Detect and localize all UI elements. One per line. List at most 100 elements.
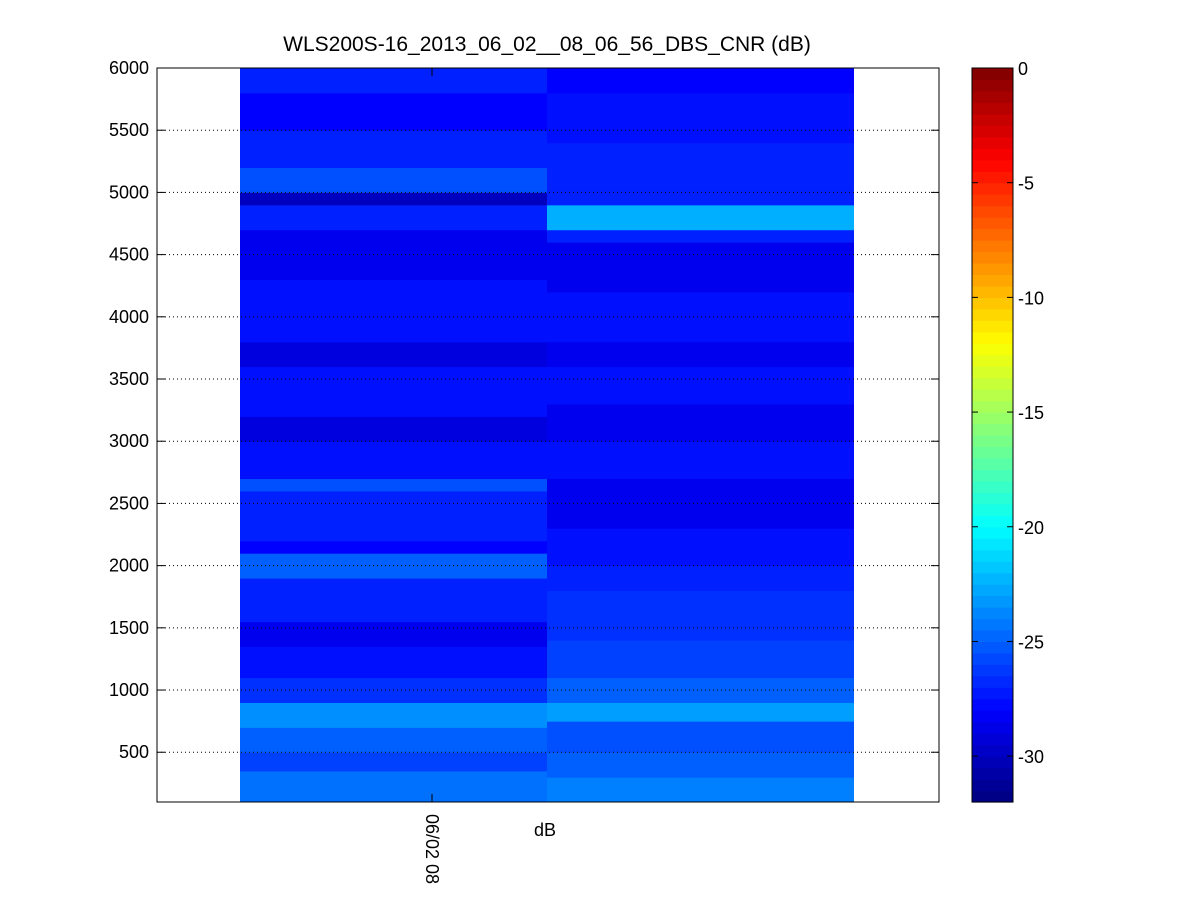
- heatmap-cell: [547, 590, 854, 641]
- heatmap-cell: [547, 777, 854, 803]
- heatmap-cell: [547, 403, 854, 442]
- colorbar-tick-label: -10: [1018, 288, 1044, 308]
- heatmap-cell: [240, 204, 547, 231]
- x-axis: 06/02 08 dB: [422, 68, 556, 884]
- heatmap-cell: [240, 279, 547, 343]
- heatmap-cell: [240, 366, 547, 417]
- heatmap-cell: [240, 702, 547, 728]
- heatmap-cell: [547, 752, 854, 778]
- heatmap-cell: [547, 92, 854, 144]
- heatmap-cells: [240, 68, 854, 803]
- heatmap-cell: [240, 621, 547, 647]
- y-tick-label: 2500: [109, 493, 149, 513]
- y-tick-label: 4000: [109, 307, 149, 327]
- colorbar-swatch: [972, 366, 1013, 379]
- heatmap-cell: [240, 646, 547, 679]
- heatmap-cell: [240, 727, 547, 753]
- colorbar-swatch: [972, 297, 1013, 310]
- heatmap-cell: [547, 204, 854, 231]
- colorbar-ticks: 0 -5 -10 -15 -20 -25 -30: [972, 59, 1044, 767]
- colorbar-tick-label: -20: [1018, 518, 1044, 538]
- heatmap-cell: [240, 416, 547, 442]
- colorbar-swatch: [972, 343, 1013, 356]
- y-tick-label: 6000: [109, 58, 149, 78]
- heatmap-cell: [240, 441, 547, 480]
- heatmap-cell: [547, 721, 854, 753]
- colorbar-frame: [971, 67, 1014, 803]
- heatmap-cell: [547, 441, 854, 480]
- heatmap-cell: [240, 341, 547, 368]
- y-tick-label: 5000: [109, 182, 149, 202]
- colorbar-swatch: [972, 572, 1013, 585]
- chart-title: WLS200S-16_2013_06_02__08_06_56_DBS_CNR …: [283, 33, 811, 56]
- heatmap-cell: [240, 540, 547, 554]
- colorbar-swatch: [972, 549, 1013, 562]
- colorbar-swatch: [972, 68, 1013, 81]
- y-tick-label: 5500: [109, 120, 149, 140]
- heatmap-cell: [547, 677, 854, 703]
- plot-frame: [156, 67, 940, 803]
- heatmap-cell: [547, 640, 854, 679]
- colorbar-swatch: [972, 675, 1013, 688]
- colorbar-swatch: [972, 607, 1013, 620]
- colorbar-swatch: [972, 285, 1013, 298]
- colorbar-swatch: [972, 159, 1013, 172]
- colorbar-swatch: [972, 629, 1013, 643]
- colorbar-swatch: [972, 515, 1013, 528]
- colorbar-swatch: [972, 779, 1013, 792]
- colorbar-swatch: [972, 733, 1013, 746]
- y-axis: 500 1000 1500 2000 2500 3000 3500 4000 4500 5000 5…: [109, 58, 939, 762]
- colorbar-swatch: [972, 205, 1013, 218]
- colorbar-swatch: [972, 125, 1013, 138]
- x-axis-label: dB: [534, 820, 556, 840]
- heatmap-cell: [240, 192, 547, 206]
- heatmap-cell: [240, 490, 547, 542]
- heatmap-cell: [240, 752, 547, 772]
- colorbar-swatch: [972, 652, 1013, 665]
- colorbar-swatch: [972, 595, 1013, 608]
- colorbar-swatch: [972, 538, 1013, 551]
- colorbar-gradient: [972, 68, 1013, 803]
- y-tick-label: 3500: [109, 369, 149, 389]
- heatmap-cell: [240, 578, 547, 623]
- colorbar-swatch: [972, 584, 1013, 597]
- colorbar-swatch: [972, 756, 1013, 769]
- colorbar-swatch: [972, 354, 1013, 367]
- colorbar-swatch: [972, 262, 1013, 276]
- colorbar-swatch: [972, 435, 1013, 448]
- colorbar-swatch: [972, 171, 1013, 184]
- colorbar-swatch: [972, 102, 1013, 115]
- colorbar-swatch: [972, 194, 1013, 207]
- colorbar-swatch: [972, 320, 1013, 333]
- colorbar-swatch: [972, 240, 1013, 253]
- colorbar-swatch: [972, 618, 1013, 631]
- colorbar-swatch: [972, 412, 1013, 425]
- y-tick-label: 3000: [109, 431, 149, 451]
- colorbar-swatch: [972, 457, 1013, 471]
- colorbar-swatch: [972, 217, 1013, 230]
- colorbar-swatch: [972, 79, 1013, 92]
- heatmap-cell: [547, 341, 854, 368]
- colorbar-swatch: [972, 767, 1013, 780]
- heatmap-cell: [240, 92, 547, 131]
- y-tick-label: 1000: [109, 680, 149, 700]
- y-tick-label: 2000: [109, 556, 149, 576]
- heatmap-cell: [547, 68, 854, 94]
- heatmap-cell: [547, 229, 854, 243]
- colorbar-swatch: [972, 492, 1013, 505]
- colorbar-swatch: [972, 469, 1013, 482]
- heatmap-cell: [240, 770, 547, 803]
- colorbar-swatch: [972, 503, 1013, 516]
- y-tick-label: 1500: [109, 618, 149, 638]
- heatmap-cell: [240, 478, 547, 492]
- colorbar-tick-label: 0: [1018, 59, 1028, 79]
- heatmap-cell: [547, 242, 854, 293]
- colorbar-swatch: [972, 228, 1013, 241]
- colorbar-swatch: [972, 423, 1013, 436]
- colorbar-swatch: [972, 446, 1013, 459]
- heatmap-cell: [547, 528, 854, 567]
- heatmap-cell: [547, 702, 854, 722]
- heatmap-cell: [240, 167, 547, 193]
- colorbar-swatch: [972, 389, 1013, 402]
- y-tick-label: 4500: [109, 245, 149, 265]
